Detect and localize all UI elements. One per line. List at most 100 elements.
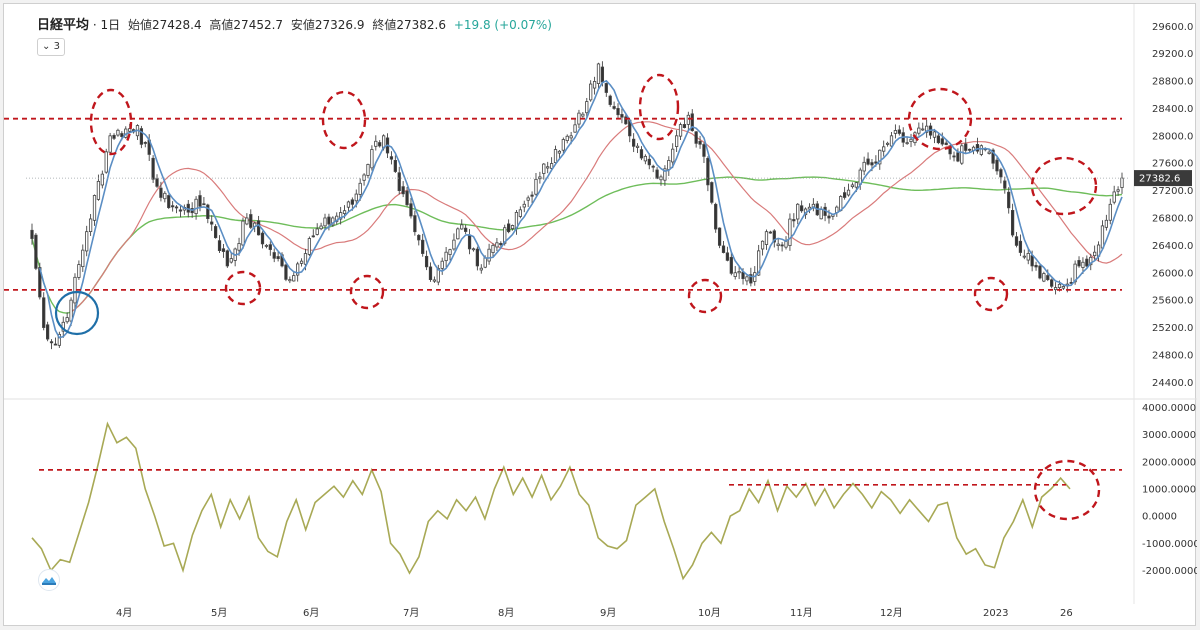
annotation-dashed-circle: [89, 88, 133, 156]
candle-up: [1022, 255, 1026, 258]
candle-down: [866, 158, 870, 165]
last-price-label: 27382.6: [1139, 174, 1180, 185]
candle-down: [112, 134, 116, 139]
price-tick-label: 27600.0: [1152, 159, 1193, 170]
oscillator-tick-label: 0.0000: [1142, 512, 1177, 523]
candle-up: [885, 142, 890, 145]
candle-down: [378, 142, 382, 147]
candle-down: [417, 234, 421, 241]
price-tick-label: 28800.0: [1152, 77, 1193, 88]
candle-down: [714, 203, 718, 230]
candle-up: [862, 161, 866, 172]
candle-down: [139, 128, 144, 145]
candle-up: [979, 145, 983, 155]
candle-down: [651, 165, 655, 168]
candle-up: [784, 241, 788, 248]
annotation-dashed-circle: [224, 270, 262, 306]
candle-up: [88, 218, 93, 232]
candle-down: [217, 240, 222, 251]
candle-down: [624, 116, 628, 125]
high-value: 27452.7: [233, 18, 284, 32]
candle-down: [995, 159, 999, 172]
close-value: 27382.6: [396, 18, 446, 32]
candle-down: [608, 95, 612, 105]
candle-down: [202, 203, 206, 206]
candle-up: [807, 206, 812, 210]
candle-up: [909, 138, 913, 142]
candle-down: [800, 205, 804, 212]
candle-down: [327, 216, 331, 225]
indicator-toggle-button[interactable]: ⌄ 3: [37, 38, 65, 56]
time-tick-label: 10月: [698, 607, 721, 619]
candle-down: [999, 169, 1003, 178]
candle-down: [612, 106, 616, 109]
candle-up: [194, 198, 198, 215]
price-tick-label: 26800.0: [1152, 213, 1193, 224]
candle-down: [717, 227, 722, 246]
chart-canvas[interactable]: 24400.024800.025200.025600.026000.026400…: [4, 4, 1197, 627]
candle-up: [1108, 203, 1112, 221]
candle-up: [542, 163, 546, 174]
candle-down: [311, 235, 315, 238]
candle-up: [733, 272, 737, 277]
candle-down: [256, 220, 261, 236]
candle-down: [842, 192, 847, 198]
candle-down: [34, 234, 38, 269]
candle-up: [339, 212, 343, 220]
price-tick-label: 29600.0: [1152, 22, 1193, 33]
candle-up: [346, 201, 351, 208]
chart-frame: 24400.0 24800.0 25200.0 25600.0 26000.0 26400…: [3, 3, 1197, 627]
open-value: 27428.4: [151, 18, 202, 32]
symbol-name[interactable]: 日経平均: [37, 18, 90, 33]
candle-up: [460, 224, 464, 230]
chart-header: 日経平均 · 1日 始値27428.4 高値27452.7 安値27326.9 …: [37, 14, 552, 33]
candle-down: [936, 135, 941, 144]
candle-down: [276, 256, 280, 259]
candle-down: [198, 195, 202, 207]
candle-up: [592, 81, 597, 89]
candle-up: [671, 148, 675, 163]
time-tick-label: 8月: [498, 607, 514, 619]
time-tick-label: 2023: [983, 608, 1008, 619]
candle-up: [663, 168, 667, 181]
low-value: 27326.9: [314, 18, 365, 32]
candle-down: [155, 178, 159, 187]
candle-down: [413, 215, 417, 233]
last-price-tag: [1134, 170, 1192, 187]
candle-down: [178, 209, 183, 212]
candle-down: [1014, 236, 1019, 246]
open-label: 始値: [127, 18, 152, 32]
candle-up: [1120, 177, 1124, 188]
interval-label[interactable]: · 1日: [92, 18, 121, 32]
candle-up: [667, 160, 671, 170]
annotation-dashed-circle: [1030, 156, 1098, 216]
candle-down: [639, 149, 644, 159]
time-tick-label: 9月: [600, 607, 616, 619]
candle-up: [323, 217, 327, 227]
candle-down: [968, 148, 972, 151]
candle-up: [307, 238, 312, 255]
candle-down: [210, 221, 214, 225]
annotation-dashed-circle: [349, 274, 385, 310]
candle-up: [1104, 219, 1108, 228]
candle-up: [878, 149, 882, 165]
candle-down: [690, 113, 694, 132]
change-value: +19.8 (+0.07%): [453, 18, 552, 32]
tradingview-logo-icon[interactable]: [38, 569, 60, 591]
oscillator-tick-label: -2000.0000: [1142, 566, 1197, 577]
price-tick-label: 25600.0: [1152, 296, 1193, 307]
candle-down: [213, 226, 218, 239]
candle-up: [850, 184, 855, 188]
candle-up: [1042, 273, 1046, 282]
candle-down: [42, 297, 46, 328]
candle-up: [546, 166, 550, 169]
time-tick-label: 11月: [790, 607, 813, 619]
candle-up: [659, 176, 663, 181]
candle-down: [721, 245, 726, 253]
candle-down: [975, 144, 980, 152]
oscillator-tick-label: 4000.0000: [1142, 403, 1196, 414]
candle-down: [401, 186, 405, 195]
candle-up: [116, 129, 120, 136]
candle-down: [30, 229, 34, 239]
ma75-line: [31, 176, 1123, 314]
